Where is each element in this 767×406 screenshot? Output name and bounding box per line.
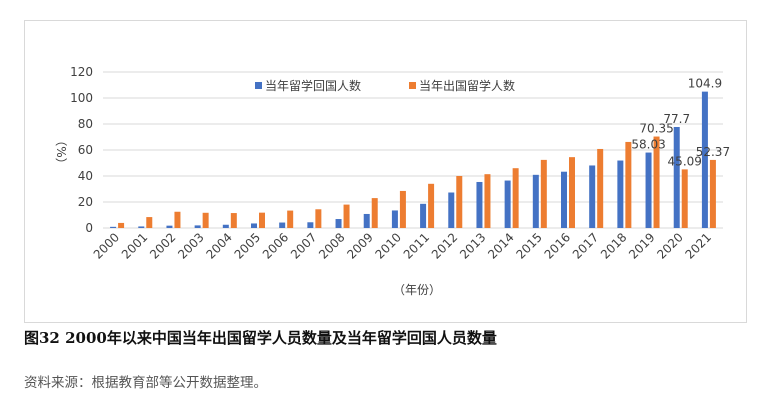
x-tick-label: 2004: [203, 230, 234, 261]
legend-label-series1: 当年留学回国人数: [265, 78, 361, 93]
data-label: 58.03: [631, 138, 665, 152]
data-label: 52.37: [696, 145, 730, 159]
bar-return-2012: [448, 192, 455, 228]
bar-abroad-2008: [343, 204, 350, 228]
bar-return-2006: [279, 222, 286, 228]
data-label: 104.9: [688, 77, 722, 91]
y-tick-label: 60: [78, 143, 93, 157]
y-tick-label: 0: [85, 221, 93, 235]
bar-abroad-2021: [709, 159, 716, 228]
data-label: 77.7: [663, 112, 690, 126]
x-tick-label: 2019: [626, 230, 657, 261]
bar-return-2007: [307, 222, 314, 228]
y-axis-ticks: 0 20 40 60 80 100 120: [70, 65, 93, 235]
x-tick-label: 2010: [373, 230, 404, 261]
x-tick-label: 2013: [457, 230, 488, 261]
y-tick-label: 100: [70, 91, 93, 105]
x-tick-label: 2021: [683, 230, 714, 261]
y-tick-label: 80: [78, 117, 93, 131]
bar-return-2002: [166, 225, 173, 228]
x-tick-label: 2011: [401, 230, 432, 261]
legend-label-series2: 当年出国留学人数: [419, 78, 515, 93]
bar-abroad-2011: [428, 183, 435, 228]
bar-abroad-2002: [174, 211, 181, 228]
bar-abroad-2001: [146, 217, 153, 228]
bar-return-2005: [251, 223, 257, 228]
bar-return-2008: [335, 219, 342, 228]
bar-return-2000: [110, 226, 117, 228]
x-axis-ticks: 2000200120022003200420052006200720082009…: [91, 230, 714, 261]
chart-frame: 0 20 40 60 80 100 120 58.03 70.35 77.7 45.09 104.9…: [24, 20, 747, 323]
x-tick-label: 2006: [260, 230, 291, 261]
x-tick-label: 2000: [91, 230, 122, 261]
legend-swatch-series1: [255, 82, 262, 89]
bar-abroad-2005: [259, 212, 265, 228]
bar-abroad-2006: [287, 210, 294, 228]
data-label: 45.09: [668, 154, 702, 168]
x-axis-title: （年份）: [393, 283, 441, 297]
x-tick-label: 2001: [119, 230, 150, 261]
x-tick-label: 2005: [232, 230, 263, 261]
x-tick-label: 2007: [288, 230, 319, 261]
bar-return-2018: [617, 160, 624, 228]
bar-abroad-2020: [681, 169, 688, 228]
gridlines: [103, 71, 723, 229]
bar-return-2009: [363, 213, 370, 228]
bar-abroad-2003: [202, 212, 209, 228]
y-axis-title: （%）: [54, 134, 68, 169]
x-tick-label: 2015: [513, 230, 544, 261]
x-tick-label: 2016: [542, 230, 573, 261]
bar-abroad-2000: [118, 222, 125, 228]
x-tick-label: 2017: [570, 230, 601, 261]
bar-abroad-2012: [456, 176, 463, 228]
bar-abroad-2013: [484, 174, 491, 228]
x-tick-label: 2009: [344, 230, 375, 261]
legend-swatch-series2: [409, 82, 416, 89]
bar-return-2019: [645, 152, 652, 228]
bar-return-2021: [701, 91, 708, 228]
bar-abroad-2018: [625, 141, 632, 228]
bar-abroad-2014: [512, 168, 519, 228]
bar-return-2017: [589, 165, 596, 228]
bar-abroad-2004: [230, 213, 237, 228]
y-tick-label: 40: [78, 169, 93, 183]
x-tick-label: 2002: [147, 230, 178, 261]
bar-return-2013: [476, 181, 483, 228]
x-tick-label: 2003: [175, 230, 206, 261]
bar-abroad-2009: [371, 198, 378, 228]
source-note: 资料来源：根据教育部等公开数据整理。: [24, 375, 267, 391]
bars: [110, 91, 716, 228]
legend: 当年留学回国人数 当年出国留学人数: [255, 78, 515, 93]
figure-caption: 图32 2000年以来中国当年出国留学人员数量及当年留学回国人员数量: [24, 329, 497, 347]
bar-return-2016: [561, 171, 567, 228]
bar-return-2004: [222, 224, 229, 228]
bar-return-2015: [532, 174, 539, 228]
x-tick-label: 2018: [598, 230, 629, 261]
bar-abroad-2015: [540, 159, 547, 228]
x-tick-label: 2012: [429, 230, 460, 261]
bar-return-2011: [420, 203, 427, 228]
bar-return-2020: [673, 126, 680, 228]
bar-abroad-2007: [315, 209, 322, 228]
bar-abroad-2016: [569, 157, 575, 228]
x-tick-label: 2020: [654, 230, 685, 261]
bar-abroad-2017: [597, 148, 604, 228]
bar-abroad-2010: [399, 190, 406, 228]
x-tick-label: 2008: [316, 230, 347, 261]
bar-return-2003: [194, 225, 201, 228]
y-tick-label: 120: [70, 65, 93, 79]
bar-return-2001: [138, 226, 145, 228]
bar-abroad-2019: [653, 136, 660, 228]
y-tick-label: 20: [78, 195, 93, 209]
bar-return-2010: [391, 210, 398, 228]
bar-return-2014: [504, 180, 511, 228]
data-label: 70.35: [639, 122, 673, 136]
x-tick-label: 2014: [485, 230, 516, 261]
